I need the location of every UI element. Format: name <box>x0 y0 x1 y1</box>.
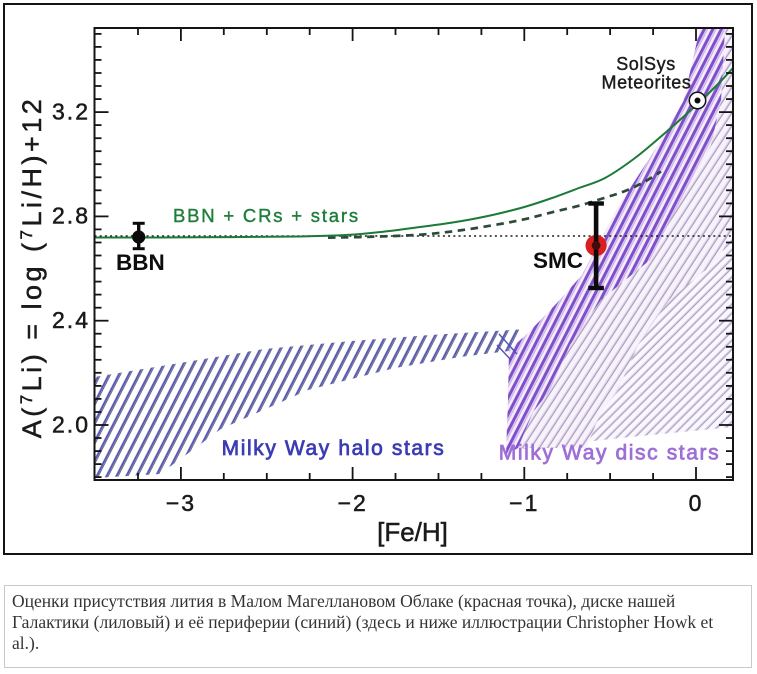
svg-text:0: 0 <box>689 490 704 516</box>
svg-text:[Fe/H]: [Fe/H] <box>377 517 448 547</box>
svg-text:−2: −2 <box>338 490 368 516</box>
svg-text:Milky Way halo stars: Milky Way halo stars <box>222 437 446 460</box>
svg-text:BBN + CRs + stars: BBN + CRs + stars <box>173 205 360 226</box>
svg-text:A(7Li) = log (7Li/H)+12: A(7Li) = log (7Li/H)+12 <box>17 96 47 439</box>
svg-text:−3: −3 <box>166 490 196 516</box>
svg-text:Meteorites: Meteorites <box>601 73 691 93</box>
svg-text:2.8: 2.8 <box>52 203 90 229</box>
svg-text:3.2: 3.2 <box>52 99 90 125</box>
svg-text:SolSys: SolSys <box>616 54 676 74</box>
svg-text:BBN: BBN <box>116 250 165 275</box>
svg-text:2.4: 2.4 <box>52 307 90 333</box>
svg-text:2.0: 2.0 <box>52 412 90 438</box>
svg-text:−1: −1 <box>509 490 539 516</box>
svg-text:Milky Way disc stars: Milky Way disc stars <box>499 442 720 465</box>
svg-text:SMC: SMC <box>533 248 583 273</box>
